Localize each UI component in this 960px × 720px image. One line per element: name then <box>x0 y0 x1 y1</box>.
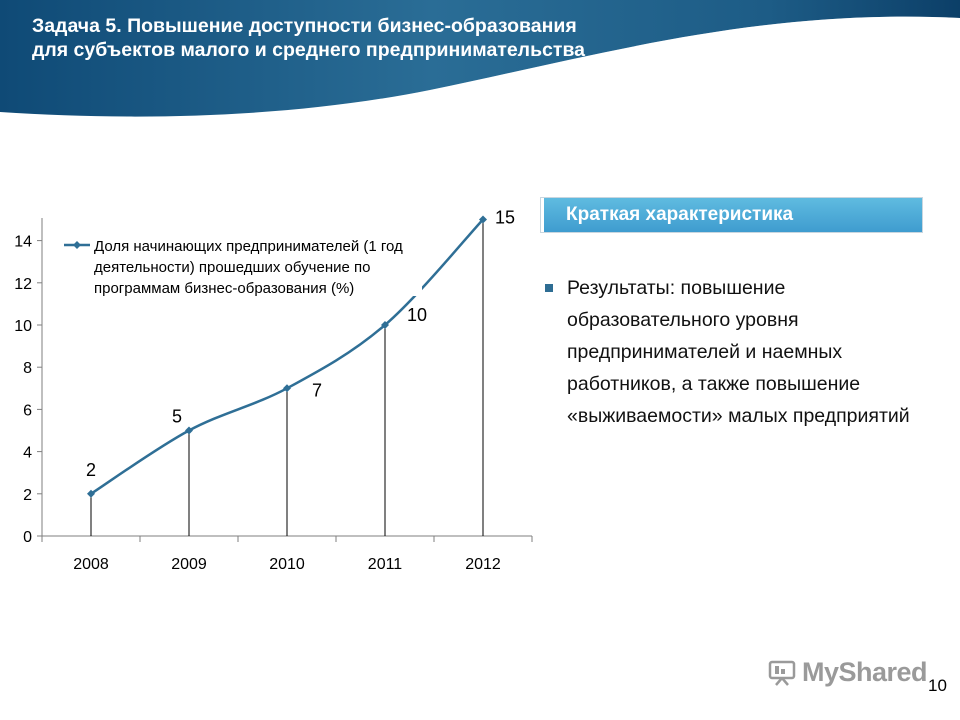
data-label: 10 <box>407 305 427 325</box>
x-tick-label: 2010 <box>269 556 305 573</box>
y-tick-label: 14 <box>14 234 32 251</box>
x-tick-label: 2012 <box>465 556 501 573</box>
y-axis-ticks: 0 2 4 6 8 10 12 14 <box>14 234 42 546</box>
legend-marker <box>73 241 81 249</box>
line-chart: 0 2 4 6 8 10 12 14 2008 2009 2010 2011 2012 2 5 7 10 15… <box>14 208 533 573</box>
data-label: 15 <box>495 208 515 228</box>
drop-lines <box>90 219 484 536</box>
y-tick-label: 4 <box>23 445 32 462</box>
logo-text: MyShared <box>802 657 928 687</box>
series-points <box>87 215 487 498</box>
header-banner: Задача 5. Повышение доступности бизнес-о… <box>0 0 960 125</box>
y-tick-label: 12 <box>14 276 32 293</box>
y-tick-label: 2 <box>23 487 32 504</box>
y-tick-label: 10 <box>14 318 32 335</box>
x-tick-label: 2011 <box>368 556 403 573</box>
x-tick-label: 2009 <box>171 556 207 573</box>
data-label: 5 <box>172 407 182 427</box>
y-tick-label: 6 <box>23 402 32 419</box>
bullet-marker-icon <box>545 284 553 292</box>
legend-text: Доля начинающих предпринимателей (1 год <box>94 238 403 255</box>
y-tick-label: 8 <box>23 360 32 377</box>
data-label: 7 <box>312 380 322 400</box>
chart-legend: Доля начинающих предпринимателей (1 год д… <box>62 230 422 297</box>
data-point <box>185 426 193 435</box>
x-tick-label: 2008 <box>73 556 109 573</box>
title-line-2: для субъектов малого и среднего предприн… <box>32 39 586 61</box>
data-point <box>479 215 487 224</box>
data-point <box>381 321 389 329</box>
data-point <box>283 384 291 393</box>
legend-text: программам бизнес-образования (%) <box>94 280 354 297</box>
title-line-1: Задача 5. Повышение доступности бизнес-о… <box>32 15 577 37</box>
data-point <box>87 489 95 498</box>
myshared-logo: MyShared <box>768 657 928 688</box>
x-axis-ticks: 2008 2009 2010 2011 2012 <box>41 536 533 573</box>
page-number: 10 <box>928 676 947 695</box>
data-label: 2 <box>86 460 96 480</box>
data-labels: 2 5 7 10 15 <box>86 208 515 480</box>
legend-text: деятельности) прошедших обучение по <box>94 259 370 276</box>
result-text: Результаты: повышение образовательного у… <box>567 277 910 427</box>
header-background <box>0 0 960 125</box>
presentation-board-icon <box>768 660 796 686</box>
legend-background <box>62 230 422 296</box>
summary-badge: Краткая характеристика <box>541 198 922 232</box>
result-bullet: Результаты: повышение образовательного у… <box>545 272 935 432</box>
page-title: Задача 5. Повышение доступности бизнес-о… <box>32 14 912 62</box>
summary-badge-label: Краткая характеристика <box>566 204 794 225</box>
y-tick-label: 0 <box>23 529 32 546</box>
